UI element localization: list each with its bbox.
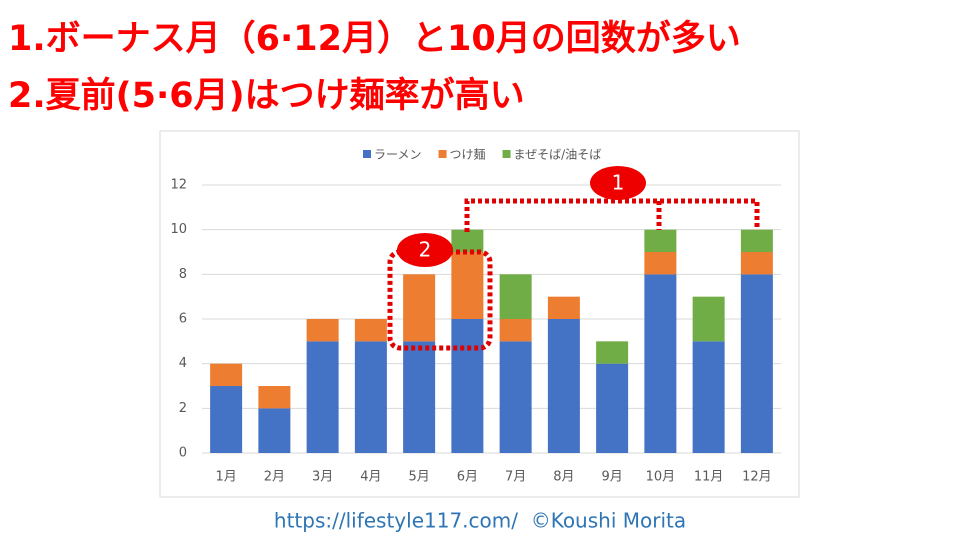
y-tick-label: 8 (179, 267, 187, 282)
bar-segment (258, 408, 291, 453)
y-tick-label: 10 (170, 222, 187, 237)
bar-segment (258, 386, 291, 409)
callout-box (387, 249, 493, 351)
bar-segment (354, 319, 387, 342)
bar-segment (210, 386, 243, 453)
x-tick-label: 4月 (360, 470, 381, 485)
bar-segment (740, 252, 773, 275)
x-tick-label: 2月 (264, 470, 285, 485)
x-tick-label: 3月 (312, 470, 333, 485)
x-tick-label: 11月 (694, 470, 724, 485)
bar-segment (499, 274, 532, 319)
bar-segment (451, 252, 484, 319)
bar-segment (740, 229, 773, 252)
callout-marker (397, 233, 453, 267)
bar-segment (403, 341, 436, 453)
bar-segment (306, 319, 339, 342)
heading: 1.ボーナス月（6·12月）と10月の回数が多い (8, 19, 741, 59)
legend-swatch (438, 150, 447, 158)
x-tick-label: 5月 (408, 470, 429, 485)
legend-swatch (363, 150, 371, 158)
bar-segment (403, 274, 436, 342)
bar-segment (306, 341, 339, 453)
legend-label: まぜそば/油そば (514, 148, 602, 162)
x-tick-label: 1月 (215, 470, 236, 485)
x-tick-label: 8月 (553, 470, 574, 485)
bar-segment (692, 296, 725, 342)
bar-segment (499, 341, 532, 453)
bar-segment (499, 319, 532, 342)
x-tick-label: 12月 (742, 470, 772, 485)
callout-label: 2 (419, 238, 432, 262)
x-tick-label: 6月 (457, 470, 478, 485)
y-tick-label: 6 (179, 312, 187, 327)
bar-segment (210, 363, 243, 386)
legend-label: ラーメン (374, 148, 422, 162)
y-tick-label: 2 (179, 401, 187, 416)
bar-segment (451, 319, 484, 453)
bar-segment (596, 341, 629, 364)
bar-segment (644, 252, 677, 275)
bar-segment (596, 363, 629, 453)
callout-marker (590, 166, 646, 200)
bar-segment (740, 274, 773, 453)
x-tick-label: 10月 (646, 470, 676, 485)
bar-segment (644, 229, 677, 252)
callout-label: 1 (612, 171, 625, 195)
callout-bracket (464, 198, 760, 232)
x-tick-label: 9月 (601, 470, 622, 485)
y-tick-label: 0 (179, 446, 187, 461)
x-tick-label: 7月 (505, 470, 526, 485)
bar-segment (547, 319, 580, 453)
heading: 2.夏前(5·6月)はつけ麺率が高い (8, 76, 525, 116)
bar-segment (692, 341, 725, 453)
legend-label: つけ麺 (450, 148, 486, 162)
bar-segment (547, 296, 580, 319)
bar-segment (451, 229, 484, 252)
bar-segment (644, 274, 677, 453)
legend-swatch (502, 150, 511, 158)
footer: https://lifestyle117.com/ ©Koushi Morita (274, 509, 686, 533)
y-tick-label: 12 (170, 178, 187, 193)
bar-segment (354, 341, 387, 453)
y-tick-label: 4 (179, 356, 187, 371)
